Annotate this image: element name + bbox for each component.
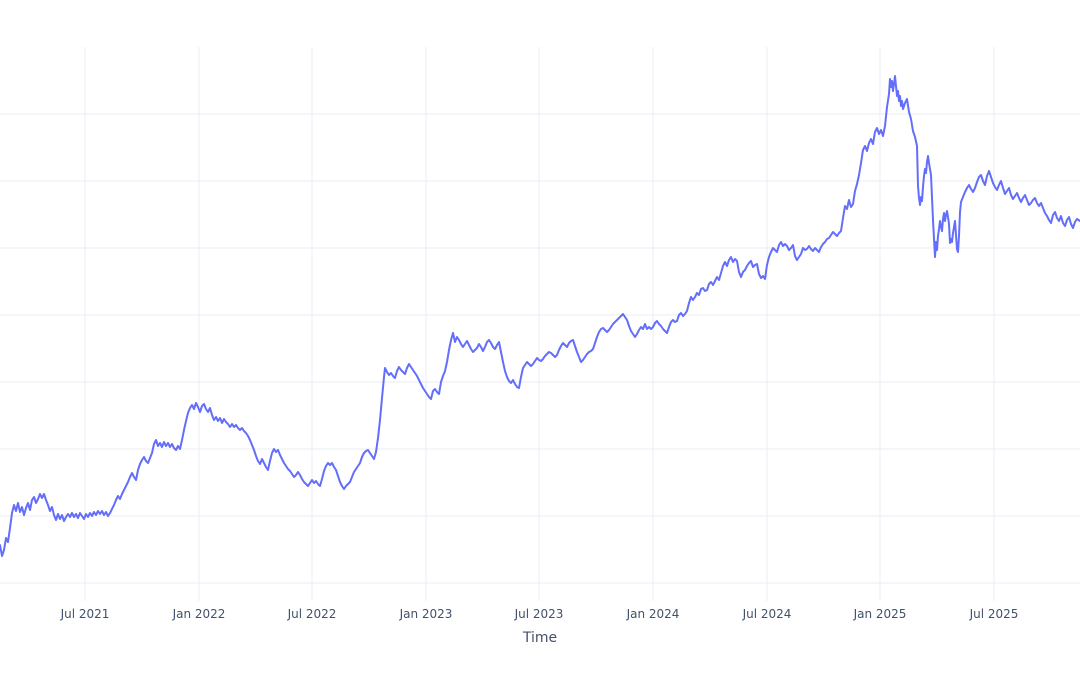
x-axis-tick-label: Jul 2025 [969,607,1019,621]
x-axis-title: Time [522,630,557,646]
x-axis-tick-label: Jul 2021 [60,607,110,621]
x-axis-tick-label: Jan 2024 [626,607,680,621]
x-axis-tick-label: Jan 2022 [172,607,226,621]
x-axis-tick-label: Jan 2023 [399,607,453,621]
x-axis-tick-label: Jan 2025 [853,607,907,621]
series-line-price [0,75,1080,557]
x-axis-tick-label: Jul 2024 [742,607,792,621]
x-axis-tick-label: Jul 2023 [514,607,564,621]
x-axis-tick-label: Jul 2022 [287,607,337,621]
